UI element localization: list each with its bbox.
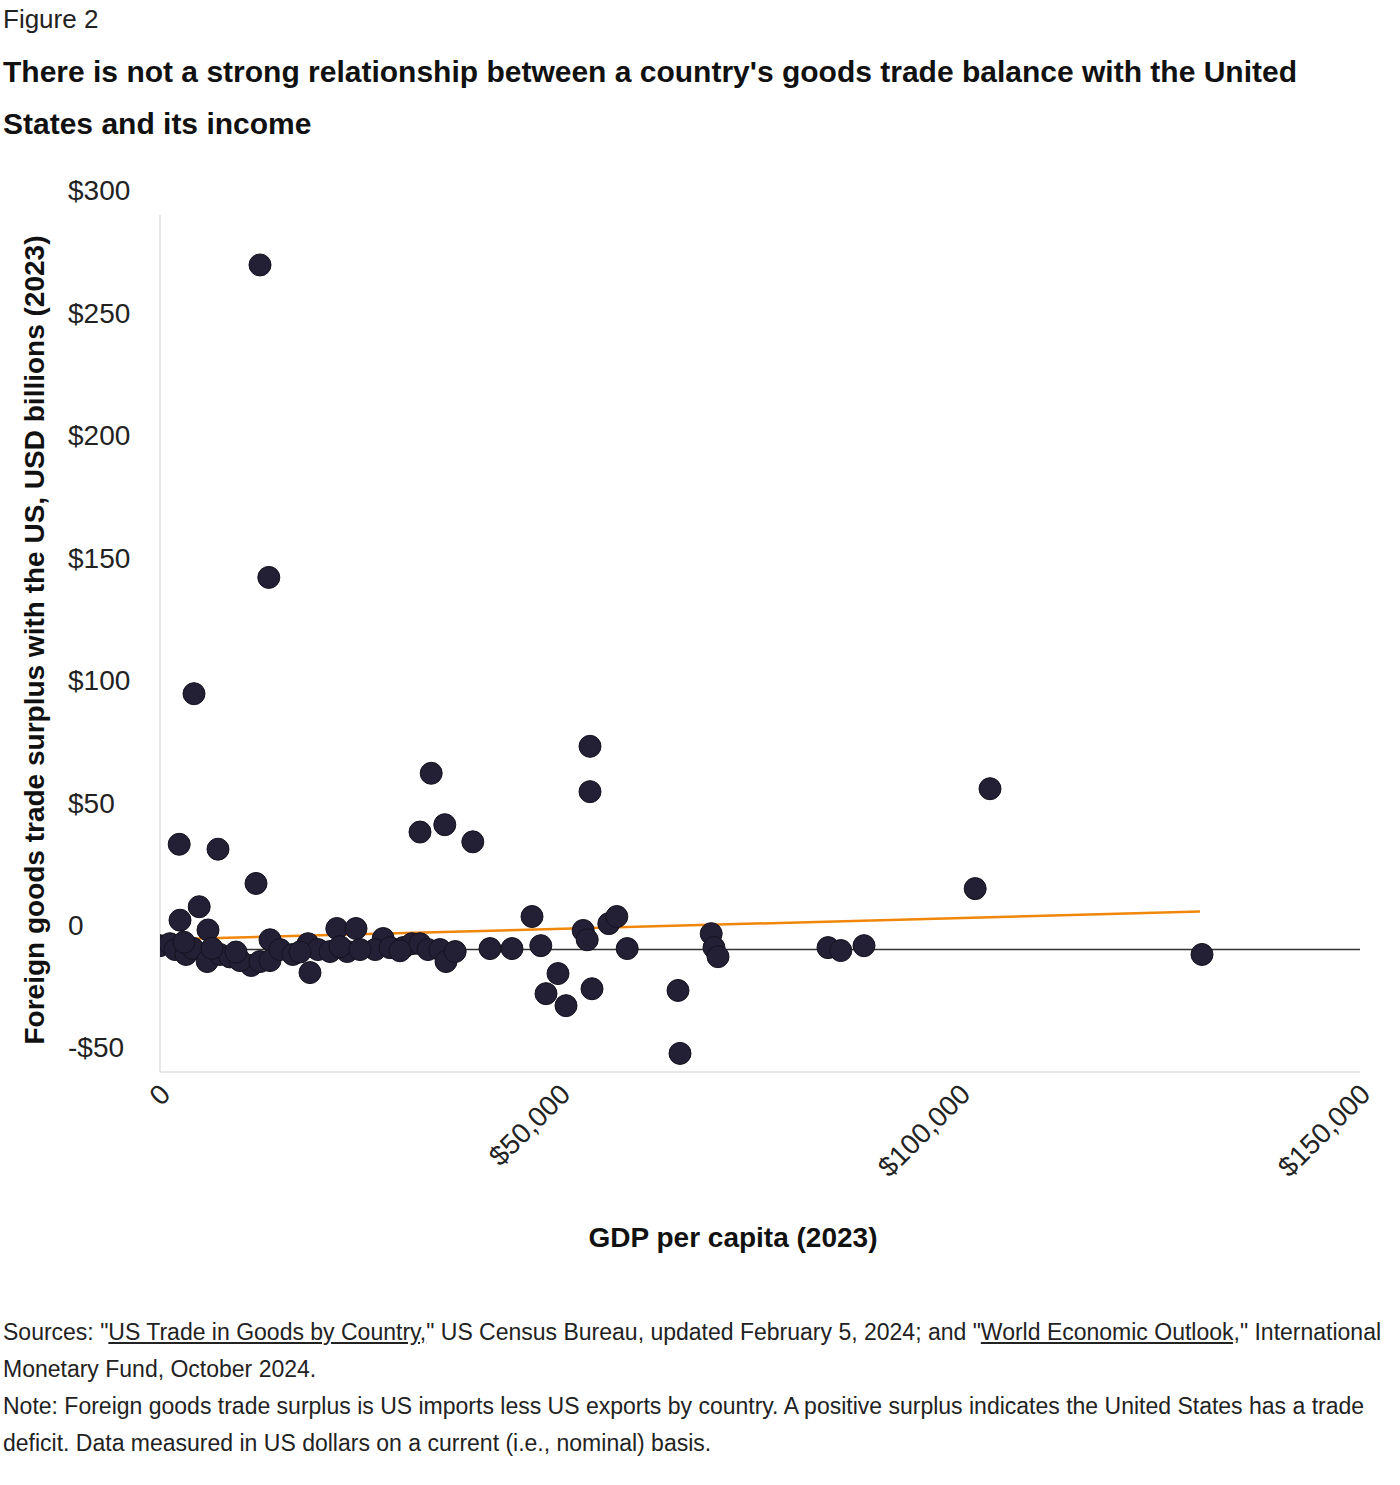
html-text:There is not a strong relation: There is not a strong relationship betwe… <box>3 55 1297 140</box>
html-text:GDP per capita (2023): GDP per capita (2023) <box>588 1222 878 1253</box>
svg-text:$250: $250 <box>68 298 130 329</box>
svg-text:$200: $200 <box>68 420 130 451</box>
html-text:Sources: " US Trade in Goods b: Sources: " US Trade in Goods by Country,… <box>3 1319 1382 1382</box>
svg-text:0: 0 <box>68 910 84 941</box>
svg-text:0: 0 <box>143 1078 176 1111</box>
html-text:Figure 2: Figure 2 <box>3 4 99 34</box>
svg-text:$300: $300 <box>68 180 130 206</box>
html-text:Foreign goods trade surplus wi: Foreign goods trade surplus with the US,… <box>19 235 50 1045</box>
svg-text:$50,000: $50,000 <box>483 1078 576 1171</box>
svg-text:$150,000: $150,000 <box>1272 1078 1377 1183</box>
svg-text:$50: $50 <box>68 788 115 819</box>
html-text:Note: Foreign goods trade surp: Note: Foreign goods trade surplus is US … <box>3 1393 1365 1456</box>
svg-text:$100,000: $100,000 <box>872 1078 977 1183</box>
svg-text:-$50: -$50 <box>68 1032 124 1063</box>
svg-text:$150: $150 <box>68 543 130 574</box>
svg-text:$100: $100 <box>68 665 130 696</box>
